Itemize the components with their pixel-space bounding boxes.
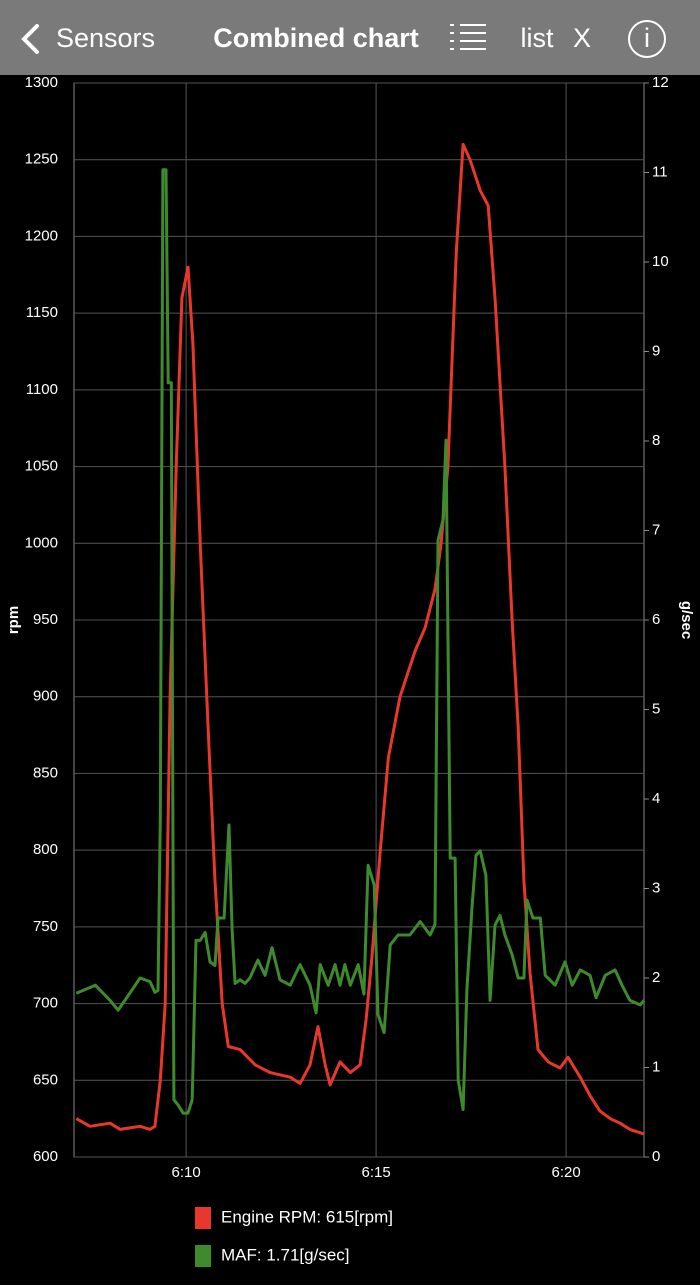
y2-tick-label: 6 [652, 611, 660, 628]
series-line [75, 168, 646, 1115]
y2-tick-label: 7 [652, 521, 660, 538]
list-button[interactable]: list [521, 23, 554, 53]
y-tick-label: 1100 [26, 381, 58, 398]
back-icon[interactable] [21, 24, 39, 54]
y-tick-label: 700 [33, 995, 58, 1012]
info-button[interactable]: i [644, 23, 650, 53]
y-tick-label: 1150 [26, 304, 58, 321]
back-button[interactable]: Sensors [56, 23, 155, 53]
y-tick-label: 1300 [25, 74, 58, 91]
x-tick-label: 6:10 [171, 1164, 200, 1181]
y2-tick-label: 10 [652, 253, 669, 270]
x-tick-label: 6:20 [551, 1164, 580, 1181]
screen-title: Combined chart [213, 23, 419, 53]
y-tick-label: 1050 [25, 458, 58, 475]
y-tick-label: 600 [33, 1148, 58, 1165]
y2-tick-label: 5 [652, 700, 660, 717]
y2-tick-label: 2 [652, 969, 660, 986]
y2-tick-label: 4 [652, 790, 660, 807]
legend-swatch [195, 1207, 211, 1229]
y2-tick-label: 11 [652, 163, 668, 180]
x-tick-label: 6:15 [361, 1164, 390, 1181]
y-tick-label: 900 [33, 688, 58, 705]
top-bar [0, 0, 700, 75]
legend-label: Engine RPM: 615[rpm] [221, 1207, 393, 1226]
y-tick-label: 650 [33, 1071, 58, 1088]
y2-tick-label: 9 [652, 342, 660, 359]
series-line [75, 142, 645, 1136]
legend-swatch [195, 1245, 211, 1267]
y-tick-label: 750 [33, 918, 58, 935]
list-icon[interactable] [450, 24, 486, 50]
plot: 6006507007508008509009501000105011001150… [25, 74, 669, 1181]
legend-label: MAF: 1.71[g/sec] [221, 1245, 350, 1264]
y-tick-label: 1200 [25, 227, 58, 244]
y2-tick-label: 3 [652, 879, 660, 896]
y2-tick-label: 0 [652, 1148, 660, 1165]
y2-tick-label: 8 [652, 432, 660, 449]
y2-axis-title: g/sec [678, 601, 695, 639]
y-axis-title: rpm [5, 606, 22, 634]
close-button[interactable]: X [573, 23, 591, 53]
y-tick-label: 850 [33, 764, 58, 781]
y-tick-label: 800 [33, 841, 58, 858]
y-tick-label: 1250 [25, 151, 58, 168]
y-tick-label: 950 [33, 611, 58, 628]
info-icon[interactable] [628, 20, 666, 58]
y2-tick-label: 12 [652, 74, 669, 91]
y-tick-label: 1000 [25, 534, 58, 551]
y2-tick-label: 1 [652, 1058, 660, 1075]
